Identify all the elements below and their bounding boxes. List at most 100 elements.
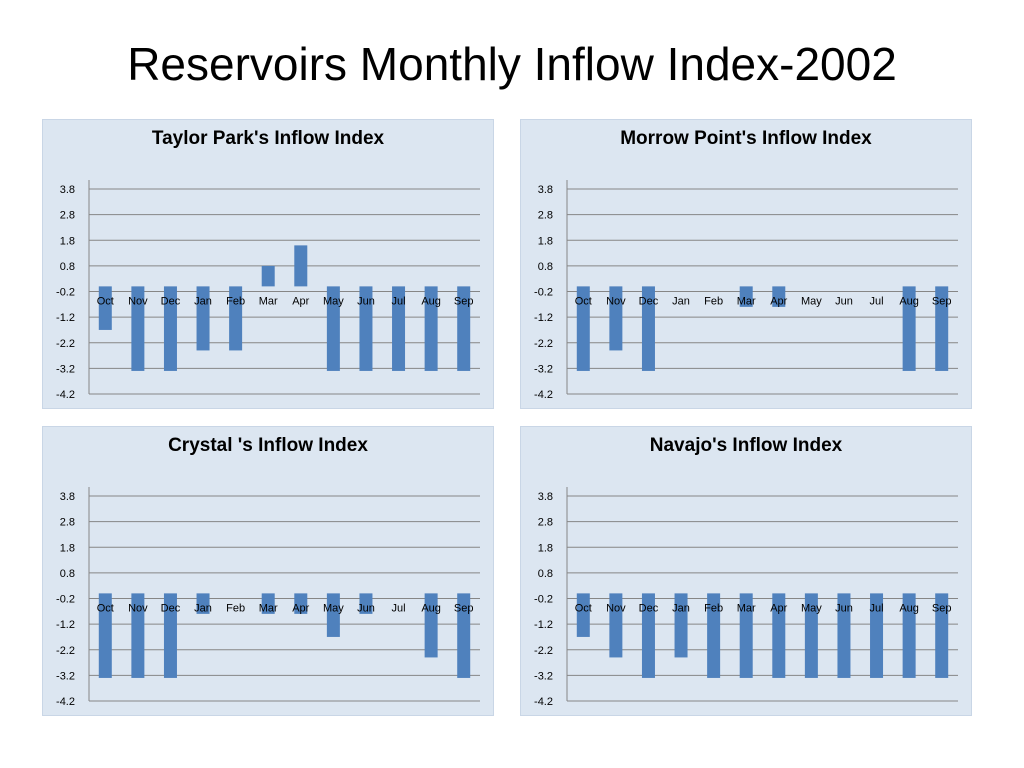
y-tick-label: -2.2 bbox=[534, 338, 553, 350]
x-category-label: Oct bbox=[575, 295, 592, 307]
x-category-label: Sep bbox=[932, 602, 952, 614]
bar bbox=[772, 593, 786, 678]
y-tick-label: 1.8 bbox=[538, 542, 553, 554]
y-tick-label: -1.2 bbox=[534, 312, 553, 324]
y-tick-label: -4.2 bbox=[534, 389, 553, 401]
bar bbox=[98, 593, 112, 678]
x-category-label: Jul bbox=[870, 602, 884, 614]
x-category-label: Mar bbox=[259, 602, 278, 614]
bar bbox=[98, 286, 112, 330]
x-category-label: Aug bbox=[899, 295, 919, 307]
x-category-label: Sep bbox=[932, 295, 952, 307]
y-tick-label: -4.2 bbox=[534, 696, 553, 708]
x-category-label: Feb bbox=[226, 295, 245, 307]
x-category-label: Aug bbox=[421, 602, 441, 614]
y-tick-label: 2.8 bbox=[60, 210, 75, 222]
x-category-label: Feb bbox=[704, 602, 723, 614]
bar bbox=[870, 593, 884, 678]
y-tick-label: 0.8 bbox=[60, 261, 75, 273]
bar bbox=[196, 593, 210, 614]
x-category-label: Mar bbox=[737, 295, 756, 307]
x-category-label: Apr bbox=[770, 295, 787, 307]
bar bbox=[326, 593, 340, 637]
x-category-label: Jan bbox=[194, 602, 212, 614]
chart-title: Navajo's Inflow Index bbox=[649, 435, 843, 456]
y-tick-label: -3.2 bbox=[56, 363, 75, 375]
bar bbox=[196, 286, 210, 351]
x-category-label: Jan bbox=[672, 295, 690, 307]
bar bbox=[739, 593, 753, 678]
bar-chart: 3.8 2.8 1.8 0.8 -0.2 -1.2 -2.2 -3.2 -4.2 Oct Nov De… bbox=[534, 487, 958, 708]
y-tick-label: 2.8 bbox=[538, 210, 553, 222]
x-category-label: Aug bbox=[421, 295, 441, 307]
bar bbox=[163, 593, 177, 678]
x-category-label: Apr bbox=[292, 295, 309, 307]
x-category-label: May bbox=[323, 295, 344, 307]
y-tick-label: -3.2 bbox=[534, 363, 553, 375]
y-tick-label: 3.8 bbox=[538, 491, 553, 503]
x-category-label: Nov bbox=[128, 602, 148, 614]
x-category-label: Dec bbox=[639, 295, 659, 307]
bar bbox=[294, 245, 308, 287]
y-tick-label: 3.8 bbox=[538, 184, 553, 196]
bar bbox=[261, 593, 275, 614]
y-tick-label: -1.2 bbox=[56, 312, 75, 324]
y-tick-label: 0.8 bbox=[538, 568, 553, 580]
bar bbox=[229, 286, 243, 351]
bar bbox=[935, 593, 949, 678]
x-category-label: Feb bbox=[226, 602, 245, 614]
x-category-label: Dec bbox=[639, 602, 659, 614]
bar bbox=[772, 286, 786, 307]
x-category-label: Jul bbox=[870, 295, 884, 307]
x-category-label: Oct bbox=[97, 295, 114, 307]
bar bbox=[902, 593, 916, 678]
bar bbox=[576, 286, 590, 371]
y-tick-label: -2.2 bbox=[534, 645, 553, 657]
x-category-label: Mar bbox=[259, 295, 278, 307]
bar bbox=[131, 286, 145, 371]
y-tick-label: -3.2 bbox=[56, 670, 75, 682]
bar bbox=[804, 593, 818, 678]
bar bbox=[163, 286, 177, 371]
bar-chart: 3.8 2.8 1.8 0.8 -0.2 -1.2 -2.2 -3.2 -4.2 Oct Nov De… bbox=[56, 487, 480, 708]
y-tick-label: -1.2 bbox=[56, 619, 75, 631]
bar bbox=[359, 286, 373, 371]
bar bbox=[392, 286, 406, 371]
x-category-label: Nov bbox=[606, 295, 626, 307]
bar bbox=[326, 286, 340, 371]
x-category-label: Oct bbox=[97, 602, 114, 614]
x-category-label: Aug bbox=[899, 602, 919, 614]
y-tick-label: -1.2 bbox=[534, 619, 553, 631]
x-category-label: Nov bbox=[128, 295, 148, 307]
bar bbox=[457, 593, 471, 678]
x-category-label: Jul bbox=[392, 295, 406, 307]
bar bbox=[261, 265, 275, 287]
y-tick-label: -0.2 bbox=[534, 287, 553, 299]
bar bbox=[837, 593, 851, 678]
x-category-label: Mar bbox=[737, 602, 756, 614]
y-tick-label: -0.2 bbox=[56, 594, 75, 606]
bar bbox=[935, 286, 949, 371]
bar bbox=[609, 286, 623, 351]
chart-title: Taylor Park's Inflow Index bbox=[151, 128, 385, 149]
x-category-label: Jan bbox=[672, 602, 690, 614]
bar-chart: 3.8 2.8 1.8 0.8 -0.2 -1.2 -2.2 -3.2 -4.2 Oct Nov De… bbox=[534, 180, 958, 401]
bar bbox=[424, 593, 438, 658]
bar bbox=[609, 593, 623, 658]
chart-title: Morrow Point's Inflow Index bbox=[620, 128, 872, 149]
y-tick-label: 1.8 bbox=[60, 542, 75, 554]
y-tick-label: -0.2 bbox=[534, 594, 553, 606]
x-category-label: Sep bbox=[454, 602, 474, 614]
y-tick-label: 2.8 bbox=[60, 517, 75, 529]
y-tick-label: -2.2 bbox=[56, 338, 75, 350]
x-category-label: Feb bbox=[704, 295, 723, 307]
y-tick-label: 1.8 bbox=[60, 235, 75, 247]
x-category-label: Nov bbox=[606, 602, 626, 614]
y-tick-label: 3.8 bbox=[60, 184, 75, 196]
y-tick-label: 0.8 bbox=[538, 261, 553, 273]
x-category-label: Jun bbox=[835, 602, 853, 614]
bar bbox=[739, 286, 753, 307]
bar-chart: 3.8 2.8 1.8 0.8 -0.2 -1.2 -2.2 -3.2 -4.2 Oct Nov De… bbox=[56, 180, 480, 401]
bar bbox=[359, 593, 373, 614]
y-tick-label: 1.8 bbox=[538, 235, 553, 247]
